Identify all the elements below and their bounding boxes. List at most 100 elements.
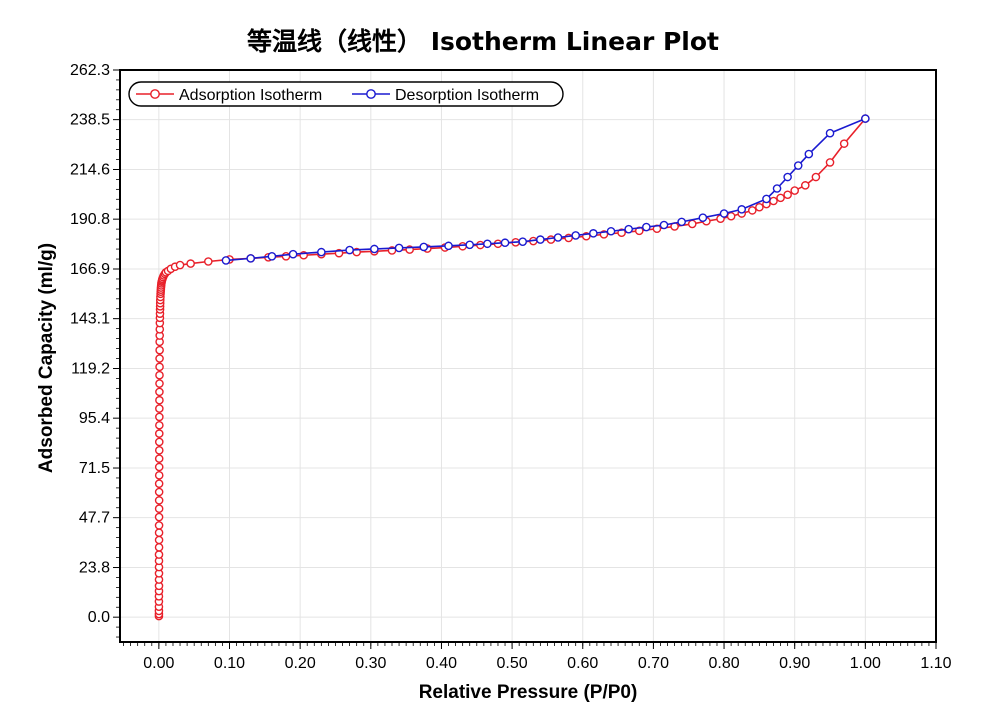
data-point — [154, 528, 164, 537]
data-point — [370, 244, 379, 254]
x-tick-label: 0.30 — [355, 655, 386, 672]
legend-label: Adsorption Isotherm — [179, 87, 322, 104]
data-point — [155, 387, 164, 397]
grid-lines — [120, 69, 937, 642]
y-tick-label: 262.3 — [70, 62, 110, 79]
data-point — [839, 139, 849, 148]
x-axis: 0.00 0.10 0.20 0.30 0.40 0.50 0.60 0.70 0.80 0.90… — [123, 642, 952, 672]
data-point — [155, 362, 164, 372]
data-point — [726, 211, 736, 221]
y-tick-label: 238.5 — [70, 112, 110, 129]
data-point — [175, 260, 185, 270]
data-point — [536, 235, 545, 244]
data-point — [790, 186, 800, 195]
legend-swatch-marker — [150, 89, 160, 99]
y-axis-title: Adsorbed Capacity (ml/g) — [36, 243, 57, 473]
data-point — [394, 243, 404, 253]
y-tick-label: 166.9 — [70, 261, 110, 278]
data-point — [221, 256, 231, 265]
y-tick-label: 119.2 — [71, 361, 110, 378]
data-point — [154, 471, 164, 480]
data-point — [345, 245, 354, 255]
data-point — [288, 249, 298, 259]
data-point — [155, 354, 164, 363]
data-point — [154, 429, 164, 438]
data-point — [154, 542, 164, 552]
data-point — [154, 487, 164, 497]
data-point — [155, 404, 164, 413]
plot-frame — [119, 69, 937, 643]
data-point — [748, 206, 757, 215]
x-tick-label: 0.60 — [567, 655, 598, 672]
x-tick-label: 1.00 — [850, 655, 881, 672]
data-point — [762, 194, 771, 204]
data-point — [553, 233, 563, 242]
legend-box — [128, 81, 564, 107]
y-tick-label: 190.8 — [70, 211, 110, 228]
data-point — [698, 213, 708, 222]
data-point — [755, 202, 764, 212]
data-point — [719, 209, 729, 218]
data-point — [444, 241, 453, 251]
data-point — [811, 172, 821, 182]
data-point — [154, 479, 164, 488]
data-point — [624, 224, 633, 234]
data-point — [571, 231, 580, 240]
data-point — [769, 196, 778, 206]
data-point — [772, 184, 782, 193]
x-tick-label: 0.70 — [638, 655, 669, 672]
data-point — [458, 241, 467, 251]
data-point — [642, 222, 651, 232]
series-layer — [154, 114, 870, 621]
data-point — [606, 226, 616, 236]
x-tick-label: 0.80 — [708, 655, 739, 672]
legend-label: Desorption Isotherm — [395, 87, 539, 104]
y-tick-label: 143.1 — [70, 311, 110, 328]
data-point — [483, 239, 492, 249]
data-point — [783, 172, 792, 182]
data-point — [419, 242, 429, 252]
data-point — [825, 128, 835, 138]
series-1 — [221, 114, 870, 265]
data-point — [154, 437, 164, 447]
y-tick-label: 95.4 — [79, 410, 110, 427]
y-tick-label: 71.5 — [79, 460, 110, 477]
y-tick-label: 23.8 — [79, 560, 110, 577]
data-point — [465, 240, 475, 250]
data-point — [154, 535, 164, 545]
y-tick-label: 214.6 — [70, 162, 110, 179]
data-point — [154, 496, 164, 505]
y-tick-label: 47.7 — [79, 510, 110, 527]
data-point — [154, 445, 164, 455]
data-point — [246, 254, 255, 263]
data-point — [589, 229, 598, 238]
legend-swatch-marker — [366, 89, 376, 99]
y-axis: 0.0 23.8 47.7 71.5 95.4 119.2 143.1 166.9 190.8 2… — [70, 62, 120, 638]
data-point — [677, 217, 686, 227]
data-point — [801, 181, 810, 190]
data-point — [204, 257, 213, 266]
x-tick-label: 0.10 — [214, 655, 245, 672]
data-point — [659, 220, 669, 230]
data-point — [267, 251, 277, 261]
data-point — [776, 193, 785, 203]
data-point — [825, 158, 835, 167]
x-axis-title: Relative Pressure (P/P0) — [419, 682, 638, 703]
data-point — [518, 237, 528, 246]
data-point — [154, 454, 164, 463]
data-point — [154, 462, 164, 472]
data-point — [804, 149, 814, 159]
x-tick-label: 0.50 — [497, 655, 528, 672]
data-point — [154, 550, 164, 559]
x-tick-label: 0.90 — [779, 655, 810, 672]
data-point — [317, 247, 326, 257]
data-point — [737, 205, 747, 214]
x-tick-label: 0.40 — [426, 655, 457, 672]
data-point — [186, 259, 195, 268]
chart-title: 等温线（线性） Isotherm Linear Plot — [247, 27, 719, 56]
data-point — [155, 420, 164, 430]
data-point — [281, 251, 291, 261]
x-tick-label: 0.00 — [143, 655, 174, 672]
